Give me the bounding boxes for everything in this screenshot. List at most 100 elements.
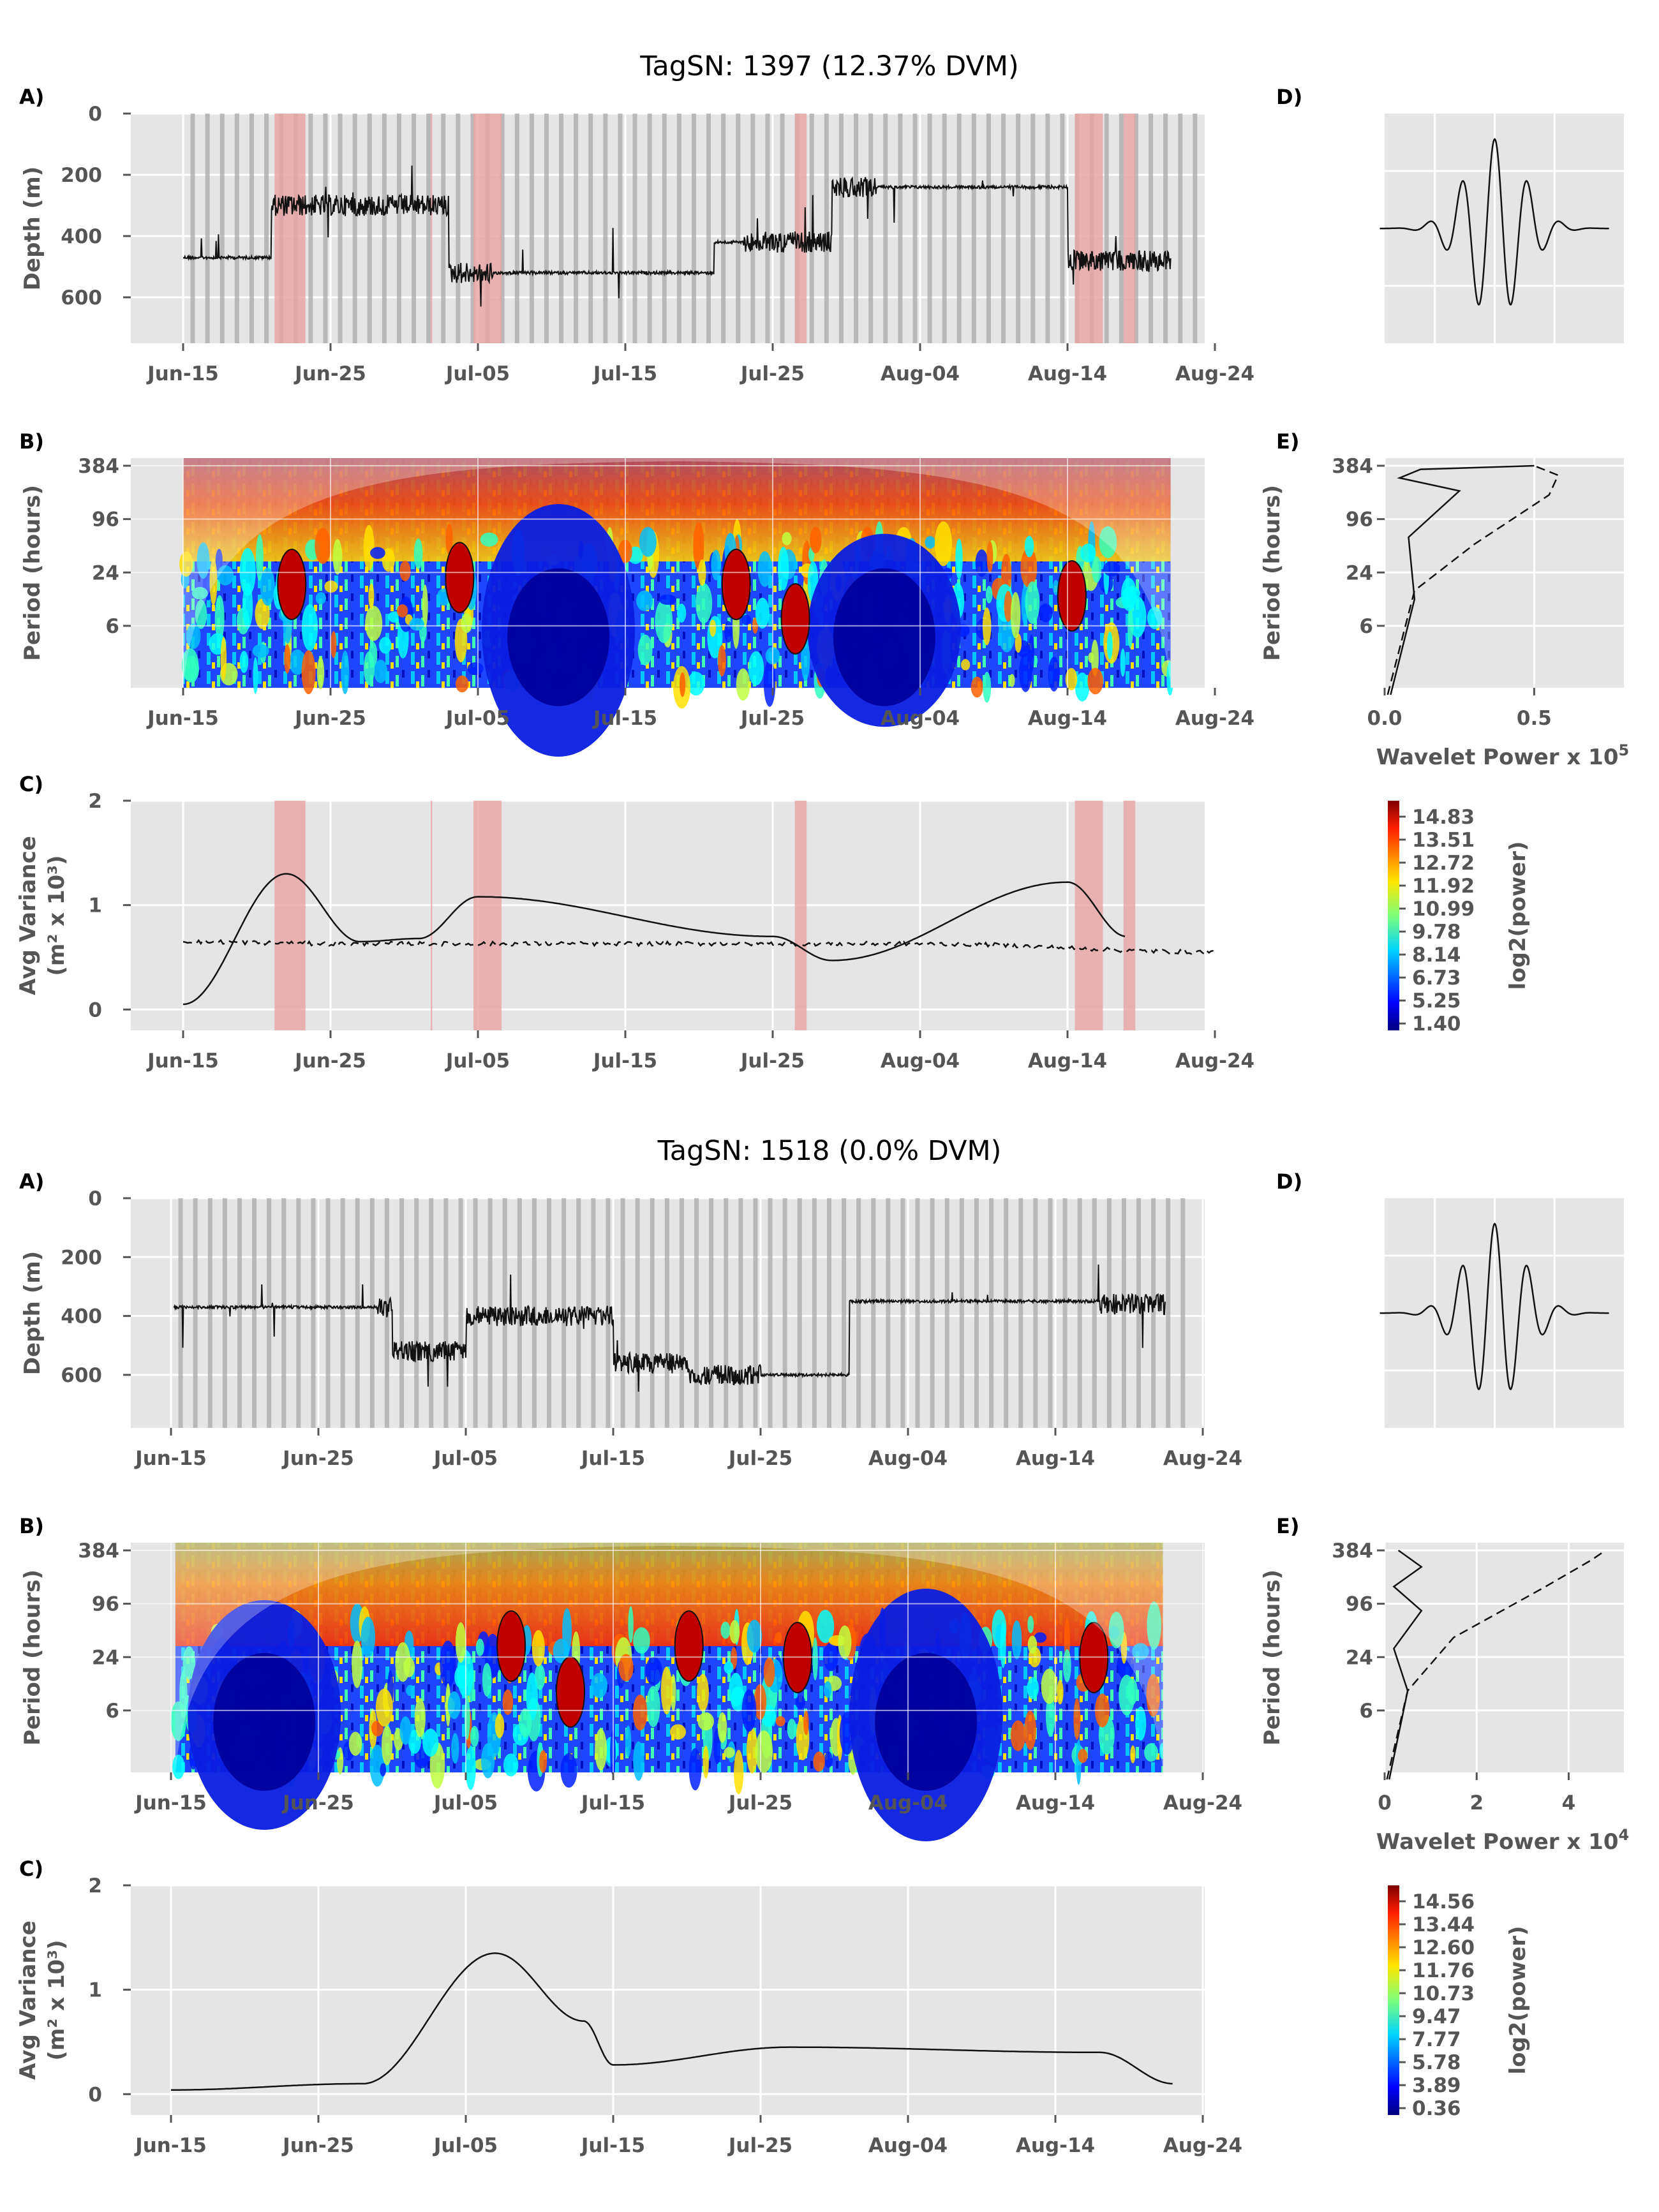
scalogram-blob: [301, 650, 316, 695]
dive-band: [768, 1198, 773, 1428]
scalogram-blob: [399, 560, 411, 581]
scalogram-blob: [560, 1753, 577, 1788]
dive-band: [1133, 114, 1138, 343]
tick-label-x: Jul-25: [727, 1447, 792, 1470]
scalogram-blob: [380, 1763, 387, 1777]
scalogram-blob: [179, 1670, 188, 1718]
power-tick-label: 0: [1378, 1792, 1392, 1815]
dive-band: [883, 114, 888, 343]
significance-contour: [721, 549, 751, 620]
significance-line: [1387, 464, 1559, 695]
colorbar-tick-label: 1.40: [1412, 1013, 1461, 1035]
power-tick-label: 2: [1469, 1792, 1484, 1815]
tick-label-x: Jul-05: [433, 1792, 498, 1815]
tick-label-x: Aug-14: [1028, 362, 1107, 385]
dive-band: [912, 114, 918, 343]
tick-label-x: Aug-24: [1175, 1050, 1254, 1073]
dive-band: [456, 114, 461, 343]
tick-label-x: Jun-15: [146, 362, 219, 385]
dive-band: [234, 114, 239, 343]
scalogram-blob: [775, 1632, 782, 1644]
scalogram-blob: [1027, 1635, 1038, 1654]
scalogram-blob: [1147, 1601, 1161, 1650]
dive-band: [544, 114, 549, 343]
scalogram-blob: [470, 1726, 479, 1748]
dvm-highlight: [794, 801, 807, 1030]
scalogram-blob: [532, 1629, 545, 1666]
power-x-label: Wavelet Power x 105: [1376, 741, 1629, 770]
tick-label-x: Jul-15: [592, 362, 657, 385]
scalogram-blob: [1127, 605, 1133, 649]
scalogram-blob: [717, 1712, 727, 1743]
scalogram-blob: [736, 668, 750, 701]
scalogram-blob: [1120, 648, 1126, 677]
dive-band: [1149, 114, 1154, 343]
colorbar-tick-label: 14.83: [1412, 806, 1475, 829]
scalogram-blob: [456, 675, 469, 693]
scalogram-blob: [316, 657, 325, 690]
dive-band: [679, 1198, 684, 1428]
scalogram-blob: [1011, 1620, 1022, 1659]
tick-label-y: 96: [1346, 508, 1373, 531]
scalogram-blob: [1087, 667, 1104, 695]
scalogram-blob: [763, 1657, 775, 1688]
scalogram-blob: [711, 549, 721, 581]
scalogram-blob: [688, 1748, 702, 1791]
scalogram-blob: [960, 659, 971, 671]
tick-label-y: 1: [88, 1979, 102, 2002]
dive-band: [205, 114, 210, 343]
dive-band: [1106, 1198, 1112, 1428]
tick-label-x: Aug-14: [1016, 1792, 1095, 1815]
scalogram-blob: [782, 531, 792, 546]
tick-label-y: 6: [1359, 615, 1373, 638]
dive-band: [367, 114, 372, 343]
scalogram-blob: [315, 592, 326, 605]
scalogram-blob: [301, 604, 318, 651]
dvm-highlight: [794, 114, 807, 343]
scalogram-blob: [724, 1661, 734, 1674]
dive-band: [620, 1198, 625, 1428]
tick-label-y: 400: [61, 1305, 102, 1328]
scalogram-blob: [539, 1750, 547, 1773]
tick-label-x: Jun-25: [294, 1050, 366, 1073]
panel-label-b: B): [19, 429, 44, 454]
scalogram-blob: [646, 1686, 660, 1728]
tick-label-x: Jul-05: [445, 362, 510, 385]
dive-band: [1180, 1198, 1186, 1428]
scalogram-blob: [1025, 581, 1040, 624]
scalogram-blob: [562, 1608, 572, 1655]
dvm-highlight: [274, 114, 306, 343]
colorbar-tick-label: 7.77: [1412, 2028, 1461, 2051]
scalogram-blob: [341, 650, 350, 694]
scalogram-blob: [824, 1681, 832, 1698]
scalogram-low-freq-band: [183, 458, 1171, 561]
scalogram-blob: [1027, 1615, 1034, 1633]
morlet-wavelet-line: [1380, 1222, 1609, 1390]
scalogram-blob: [217, 565, 234, 586]
y-axis-label: Depth (m): [20, 167, 45, 290]
scalogram-blob: [214, 595, 225, 641]
scalogram-blob: [763, 660, 776, 707]
scalogram-blob: [370, 547, 385, 559]
scalogram-blob: [1027, 1677, 1039, 1700]
scalogram-blob: [595, 1728, 607, 1770]
scalogram-blob: [440, 1640, 456, 1688]
dive-band: [1163, 114, 1168, 343]
scalogram-blob: [315, 528, 331, 564]
scalogram-blob: [255, 598, 270, 629]
scalogram-blob: [480, 1743, 495, 1779]
colorbar-tick-label: 10.73: [1412, 1982, 1475, 2005]
dive-band: [470, 114, 475, 343]
depth-line: [182, 165, 1172, 307]
tick-label-y: 0: [88, 998, 102, 1021]
scalogram-blob: [195, 599, 207, 629]
scalogram-blob: [413, 538, 423, 570]
scalogram-blob: [482, 1663, 492, 1697]
tick-label-y: 2: [88, 1874, 102, 1897]
scalogram-blob: [1132, 1643, 1149, 1660]
tick-label-x: Jun-25: [281, 1447, 354, 1470]
scalogram-blob: [1144, 1743, 1158, 1762]
tick-label-x: Aug-04: [881, 1050, 960, 1073]
scalogram-blob: [724, 1747, 735, 1758]
y-axis-label: Period (hours): [1260, 485, 1285, 661]
